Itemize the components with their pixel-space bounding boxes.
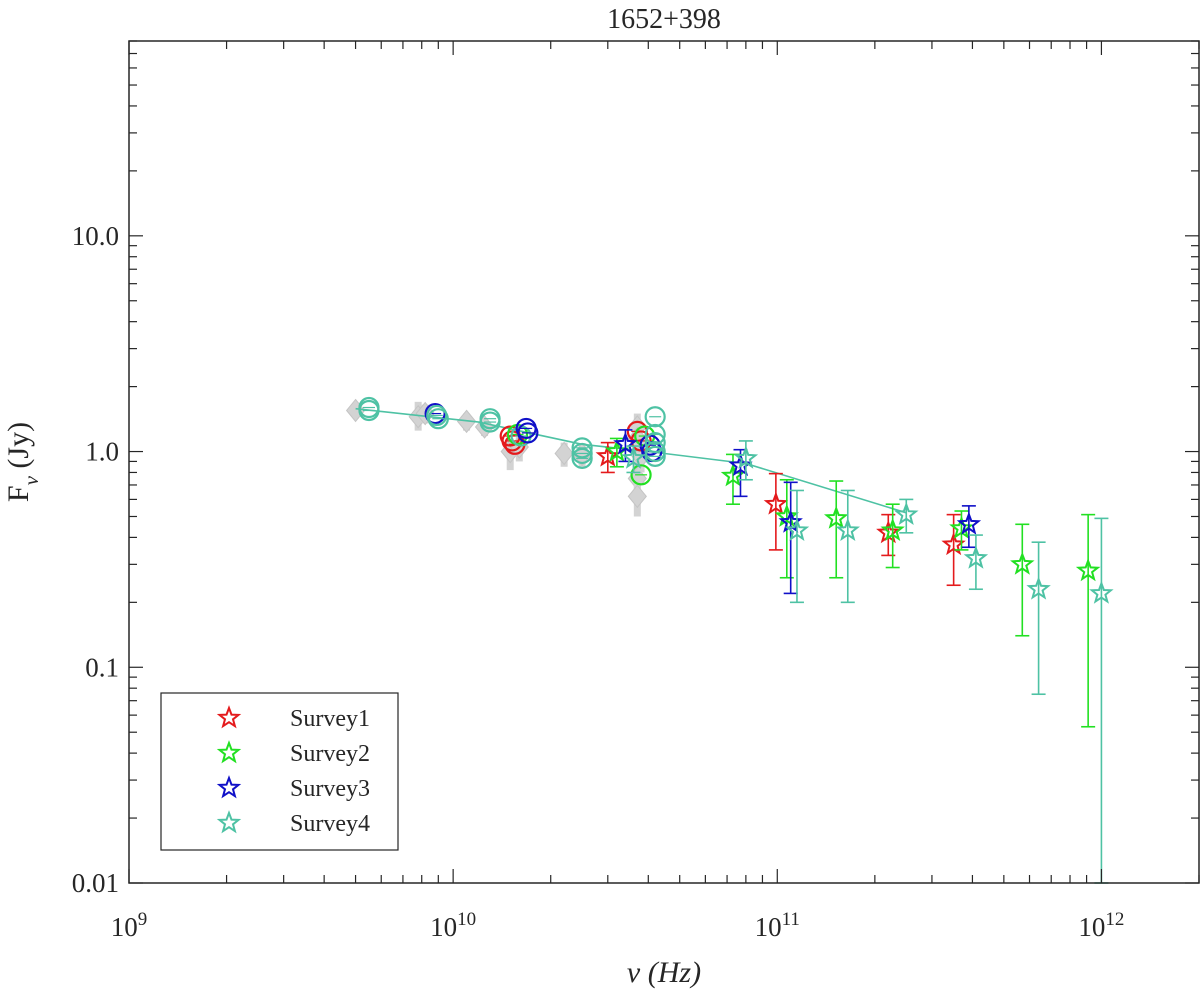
x-tick-label-exponent: 11 [782,909,800,930]
star-survey1-1 [763,491,789,515]
circle-marker [571,437,593,459]
circle-marker [426,404,448,427]
legend-item-survey1: Survey1 [216,705,370,732]
star-survey4-2 [784,517,810,542]
y-axis-label-unit: (Jy) [2,422,35,469]
legend-marker [216,810,242,834]
y-tick-label: 10.0 [72,221,119,251]
y-axis-label: Fν (Jy) [2,422,43,502]
x-tick-label: 109 [111,909,148,942]
x-tick-label-exponent: 9 [138,909,148,930]
gray-point-diamond [554,441,574,466]
star-survey4-7 [1089,580,1114,604]
circle-marker [517,422,539,444]
chart-title: 1652+398 [607,4,721,35]
star-survey2-7 [1075,557,1101,582]
circle-marker [644,423,666,446]
circle-marker [644,440,666,463]
circle-point-survey4 [644,440,666,463]
errorbar-survey2-3 [829,480,844,579]
x-tick-label-base: 10 [430,912,457,942]
legend-box [160,692,399,851]
star-survey4-5 [963,545,989,569]
errorbar-survey4-2 [789,489,804,604]
y-tick-label: 1.0 [85,437,119,467]
star-survey3-3 [956,511,982,535]
plot-area [345,396,1114,884]
circle-marker [571,442,593,465]
star-survey4-6 [1026,576,1051,600]
x-axis: 109 1010 1011 1012 [111,41,1200,942]
series-survey2 [604,437,1101,728]
legend-item-survey2: Survey2 [216,740,370,767]
legend-marker [216,775,242,799]
legend-marker [216,740,242,764]
legend: Survey1 Survey2 Survey3 Survey4 [160,692,399,851]
errorbar-survey2-6 [1015,523,1030,637]
x-tick-label: 1012 [1078,909,1124,942]
legend-label: Survey2 [290,741,370,767]
y-axis-label-unit-space [2,469,35,477]
star-survey4-0 [621,445,646,469]
circle-marker [424,402,446,425]
errorbar-survey1-1 [768,472,783,551]
circle-point-survey4 [644,406,666,428]
errorbar-survey2-7 [1081,513,1096,728]
star-survey4-1 [733,445,759,469]
legend-item-survey3: Survey3 [216,775,370,802]
legend-label: Survey3 [290,776,370,802]
x-axis-label-text: ν (Hz) [627,956,701,989]
y-tick-label: 0.1 [85,652,119,682]
errorbar-survey4-7 [1094,517,1109,884]
errorbar-survey4-6 [1031,541,1046,696]
x-tick-label-exponent: 10 [457,909,476,930]
gray-point-12 [627,474,647,517]
x-tick-label-base: 10 [1078,912,1105,942]
legend-label: Survey1 [290,706,370,732]
x-tick-label-base: 10 [111,912,138,942]
circle-marker [644,406,666,428]
x-tick-label: 1011 [755,909,800,942]
circle-marker [644,445,666,467]
legend-label: Survey4 [290,811,370,837]
circle-point-survey4 [479,411,501,433]
star-survey4-3 [835,517,861,542]
circle-point-survey4 [571,447,593,469]
x-tick-label-exponent: 12 [1105,909,1124,930]
star-survey2-2 [774,503,800,527]
circle-point-survey4 [644,445,666,467]
legend-item-survey4: Survey4 [216,810,370,837]
circle-point-survey4 [358,399,380,422]
y-axis-label-text: Fν (Jy) [2,422,43,502]
x-axis-label: ν (Hz) [627,956,701,989]
gray-point-diamond [627,484,647,509]
circle-point-survey4 [571,442,593,465]
circle-marker [479,411,501,433]
circle-point-survey3 [517,422,539,444]
circle-marker [571,447,593,469]
star-survey4-4 [894,501,919,526]
circle-point-survey4 [426,404,448,427]
y-tick-label: 0.01 [72,868,119,898]
star-survey2-4 [880,517,905,542]
star-survey2-3 [823,505,849,529]
gray-point-7 [554,441,574,467]
circle-point-survey2 [630,464,652,486]
circle-marker [358,399,380,422]
legend-marker [216,705,242,729]
x-tick-label-base: 10 [755,912,782,942]
errorbar-survey4-3 [840,489,855,604]
circle-marker [630,464,652,486]
y-axis-label-main: F [2,485,35,502]
y-axis-label-sub: ν [19,475,43,485]
star-survey1-0 [595,443,621,467]
series-survey4 [621,440,1114,884]
x-tick-label: 1010 [430,909,476,942]
star-survey3-0 [613,431,638,455]
y-axis: 0.01 0.1 1.0 10.0 [72,40,1199,898]
star-survey2-6 [1010,551,1035,575]
